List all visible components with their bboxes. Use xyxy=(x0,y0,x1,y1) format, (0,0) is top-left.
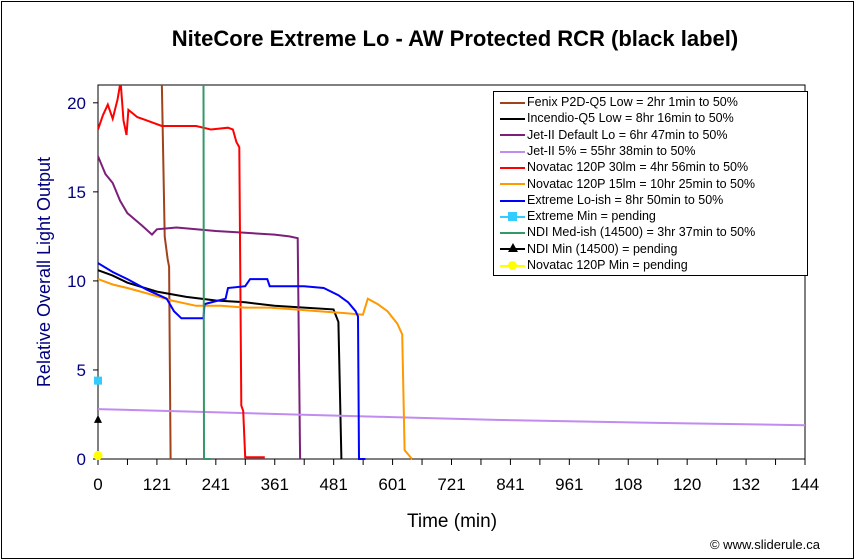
series-marker-square xyxy=(94,376,102,385)
legend-label: Novatac 120P Min = pending xyxy=(527,258,688,272)
legend-marker xyxy=(508,243,518,253)
legend-swatch xyxy=(500,199,525,202)
series-line xyxy=(160,85,172,460)
legend-item: Jet-II Default Lo = 6hr 47min to 50% xyxy=(500,127,727,143)
legend-label: NDI Med-ish (14500) = 3hr 37min to 50% xyxy=(527,225,756,240)
x-tick-label: 0 xyxy=(93,475,102,494)
legend-item: Jet-II 5% = 55hr 38min to 50% xyxy=(500,143,696,159)
legend-marker xyxy=(508,211,517,221)
y-tick-label: 5 xyxy=(77,361,86,380)
x-tick-label: 361 xyxy=(261,475,289,494)
legend-item: Novatac 120P Min = pending xyxy=(500,257,688,273)
legend-label: Incendio-Q5 Low = 8hr 16min to 50% xyxy=(527,111,734,126)
legend-swatch xyxy=(500,260,525,270)
series-marker-circle xyxy=(93,450,103,460)
legend-item: Novatac 120P 30lm = 4hr 56min to 50% xyxy=(500,159,748,175)
series-line xyxy=(98,155,302,460)
series-line xyxy=(98,85,265,459)
legend-label: Novatac 120P 15lm = 10hr 25min to 50% xyxy=(527,176,756,191)
x-tick-label: 601 xyxy=(378,475,406,494)
legend-label: Extreme Min = pending xyxy=(527,209,656,224)
x-tick-label: 121 xyxy=(143,475,171,494)
x-axis-label: Time (min) xyxy=(407,511,497,532)
legend-label: Extreme Lo-ish = 8hr 50min to 50% xyxy=(527,192,724,207)
legend-swatch xyxy=(500,211,525,221)
legend-item: NDI Med-ish (14500) = 3hr 37min to 50% xyxy=(500,224,755,240)
legend-label: Jet-II 5% = 55hr 38min to 50% xyxy=(527,143,696,158)
x-tick-label: 841 xyxy=(496,475,524,494)
x-tick-label: 961 xyxy=(555,475,583,494)
x-tick-label: 721 xyxy=(437,475,465,494)
y-tick-label: 0 xyxy=(77,450,86,469)
legend-label: Fenix P2D-Q5 Low = 2hr 1min to 50% xyxy=(527,95,738,109)
legend-marker xyxy=(508,260,517,270)
legend-item: Extreme Min = pending xyxy=(500,208,656,224)
legend-label: Jet-II Default Lo = 6hr 47min to 50% xyxy=(527,127,728,142)
y-tick-label: 20 xyxy=(67,94,86,113)
legend-swatch xyxy=(500,243,525,253)
legend-item: Incendio-Q5 Low = 8hr 16min to 50% xyxy=(500,110,734,126)
x-tick-label: 120 xyxy=(673,475,701,494)
y-tick-label: 10 xyxy=(67,272,86,291)
legend-swatch xyxy=(500,101,525,104)
legend-item: Extreme Lo-ish = 8hr 50min to 50% xyxy=(500,192,723,208)
y-tick-label: 15 xyxy=(67,183,86,202)
legend-swatch xyxy=(500,183,525,186)
y-axis-label: Relative Overall Light Output xyxy=(34,157,54,387)
credit-text: © www.sliderule.ca xyxy=(710,537,821,552)
series-marker-triangle xyxy=(94,414,102,423)
legend: Fenix P2D-Q5 Low = 2hr 1min to 50% Incend… xyxy=(493,91,808,276)
chart-title: NiteCore Extreme Lo - AW Protected RCR (… xyxy=(172,26,738,51)
legend-swatch xyxy=(500,118,525,120)
legend-swatch xyxy=(500,166,525,169)
legend-swatch xyxy=(500,150,525,153)
x-tick-label: 481 xyxy=(319,475,347,494)
series-line xyxy=(98,408,805,427)
series-line xyxy=(98,278,413,460)
legend-item: NDI Min (14500) = pending xyxy=(500,241,677,257)
legend-swatch xyxy=(500,134,525,137)
series-line xyxy=(202,85,211,460)
legend-item: Novatac 120P 15lm = 10hr 25min to 50% xyxy=(500,176,755,192)
x-tick-label: 241 xyxy=(202,475,230,494)
legend-swatch xyxy=(500,232,525,235)
legend-label: NDI Min (14500) = pending xyxy=(527,241,678,256)
series-line xyxy=(98,262,366,460)
x-tick-label: 108 xyxy=(614,475,642,494)
legend-label: Novatac 120P 30lm = 4hr 56min to 50% xyxy=(527,160,749,175)
legend-item: Fenix P2D-Q5 Low = 2hr 1min to 50% xyxy=(500,94,738,110)
x-tick-label: 132 xyxy=(732,475,760,494)
x-tick-label: 144 xyxy=(791,475,819,494)
